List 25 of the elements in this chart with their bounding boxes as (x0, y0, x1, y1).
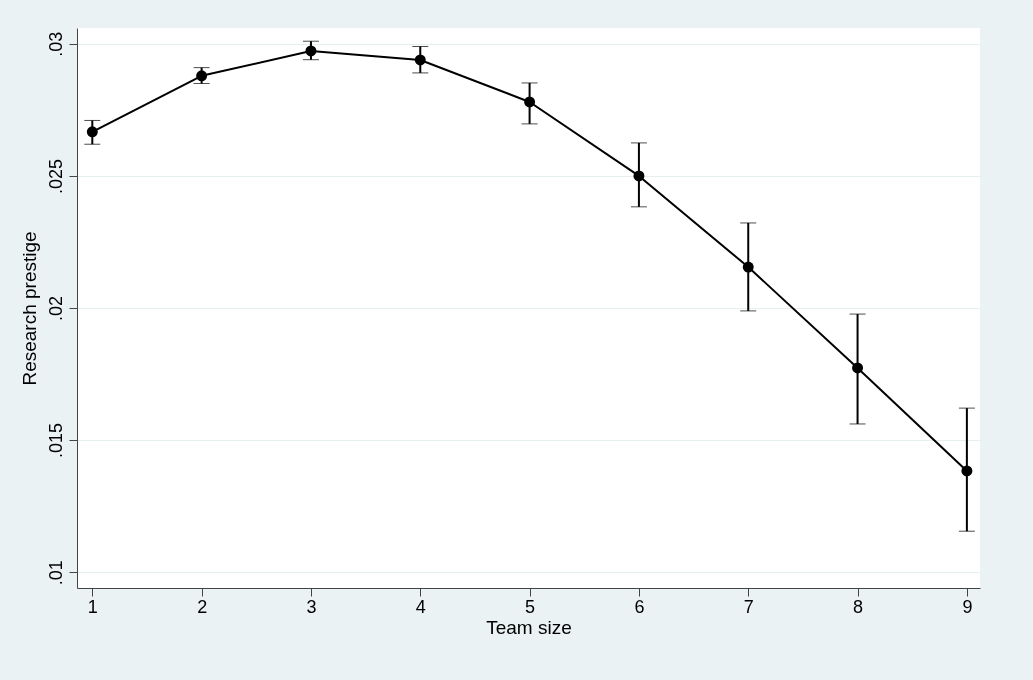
x-tick-label: 1 (87, 596, 98, 617)
y-tick-label: .01 (45, 560, 66, 586)
point (305, 45, 317, 57)
x-tick-label: 4 (415, 596, 426, 617)
y-axis-title: Research prestige (18, 231, 40, 386)
x-tick-label: 2 (197, 596, 208, 617)
x-tick-label: 6 (634, 596, 645, 617)
point (196, 70, 208, 82)
point (633, 170, 645, 182)
point (742, 261, 754, 273)
point (414, 54, 426, 66)
x-tick-label: 3 (306, 596, 317, 617)
y-tick-label: .025 (45, 158, 66, 194)
point (961, 465, 973, 477)
point (524, 96, 536, 108)
point (86, 126, 98, 138)
x-axis-title: Team size (486, 616, 572, 638)
point (852, 362, 864, 374)
x-tick-label: 9 (962, 596, 973, 617)
x-tick-label: 5 (525, 596, 536, 617)
x-tick-label: 7 (743, 596, 754, 617)
y-tick-label: .03 (45, 31, 66, 57)
y-tick-label: .015 (45, 423, 66, 459)
x-tick-label: 8 (853, 596, 864, 617)
y-tick-label: .02 (45, 295, 66, 322)
